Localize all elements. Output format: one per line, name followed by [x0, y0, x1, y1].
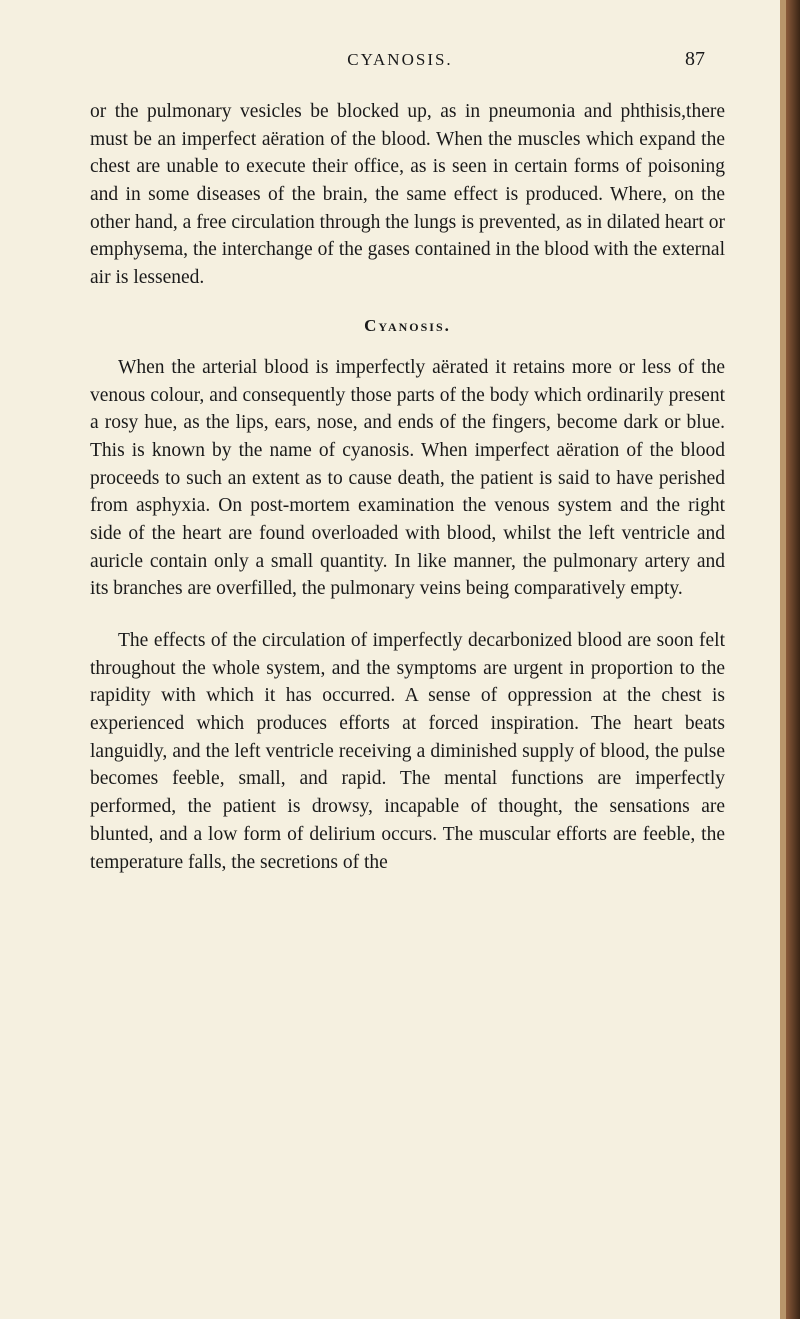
page-container: CYANOSIS. 87 or the pulmonary vesicles b… — [0, 0, 800, 1319]
page-header: CYANOSIS. 87 — [90, 50, 725, 70]
running-header: CYANOSIS. — [90, 50, 710, 70]
paragraph-3: The effects of the circulation of imperf… — [90, 627, 725, 876]
paragraph-continuation: or the pulmonary vesicles be blocked up,… — [90, 98, 725, 292]
section-heading-cyanosis: Cyanosis. — [90, 316, 725, 336]
book-edge-outer — [786, 0, 800, 1319]
page-number: 87 — [685, 48, 705, 71]
paragraph-2: When the arterial blood is imperfectly a… — [90, 354, 725, 603]
